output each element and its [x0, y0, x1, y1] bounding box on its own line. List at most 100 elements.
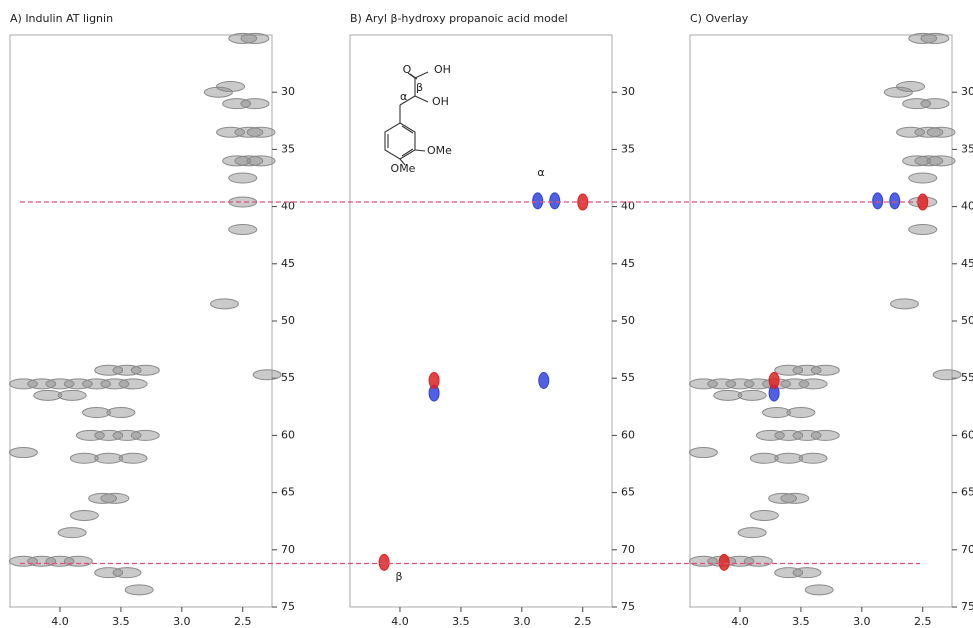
peak: [738, 528, 766, 538]
peak: [210, 299, 238, 309]
y-tick-label: 55: [621, 371, 635, 384]
peak: [909, 224, 937, 234]
peak: [131, 430, 159, 440]
peak: [689, 448, 717, 458]
y-tick-label: 70: [621, 543, 635, 556]
peak: [811, 365, 839, 375]
panel-title: B) Aryl β-hydroxy propanoic acid model: [350, 12, 568, 25]
peak: [793, 568, 821, 578]
y-tick-label: 55: [961, 371, 973, 384]
peak: [897, 127, 925, 137]
peak: [811, 430, 839, 440]
peak: [921, 99, 949, 109]
y-tick-label: 35: [621, 142, 635, 155]
y-tick-label: 70: [281, 543, 295, 556]
x-tick-label: 2.5: [914, 615, 932, 628]
peak: [217, 81, 245, 91]
x-tick-label: 3.5: [112, 615, 130, 628]
peak: [379, 554, 389, 570]
y-tick-label: 50: [621, 314, 635, 327]
peak: [241, 99, 269, 109]
peak: [787, 408, 815, 418]
x-tick-label: 3.0: [853, 615, 871, 628]
peak: [890, 299, 918, 309]
y-tick-label: 35: [281, 142, 295, 155]
structure-label: O: [403, 63, 412, 76]
peak: [890, 193, 900, 209]
panel-title: C) Overlay: [690, 12, 749, 25]
y-tick-label: 30: [961, 85, 973, 98]
figure: A) Indulin AT lignin 30 35 40 45 50 55 60 65 70 75…: [0, 0, 973, 628]
y-tick-label: 30: [281, 85, 295, 98]
y-tick-label: 50: [281, 314, 295, 327]
x-tick-label: 3.0: [173, 615, 191, 628]
peak: [229, 224, 257, 234]
ring: [385, 123, 415, 159]
peak: [101, 493, 129, 503]
peak: [58, 528, 86, 538]
peak: [714, 390, 742, 400]
y-tick-label: 65: [961, 486, 973, 499]
y-tick-label: 65: [281, 486, 295, 499]
peak: [750, 453, 778, 463]
peak: [738, 390, 766, 400]
peak: [769, 372, 779, 388]
peak: [539, 372, 549, 388]
x-tick-label: 4.0: [51, 615, 69, 628]
peak: [34, 390, 62, 400]
x-tick-label: 3.5: [792, 615, 810, 628]
peak: [744, 556, 772, 566]
peak: [550, 193, 560, 209]
bond: [415, 150, 425, 151]
y-tick-label: 45: [621, 257, 635, 270]
y-tick-label: 60: [281, 428, 295, 441]
peak: [107, 408, 135, 418]
peak-annotation: α: [537, 166, 544, 179]
peak: [799, 453, 827, 463]
y-tick-label: 70: [961, 543, 973, 556]
y-tick-label: 35: [961, 142, 973, 155]
x-tick-label: 4.0: [391, 615, 409, 628]
plot-frame: [690, 35, 952, 607]
y-tick-label: 60: [621, 428, 635, 441]
peak: [533, 193, 543, 209]
y-tick-label: 50: [961, 314, 973, 327]
peak: [131, 365, 159, 375]
peak: [125, 585, 153, 595]
y-tick-label: 45: [281, 257, 295, 270]
peak: [119, 379, 147, 389]
y-tick-label: 75: [281, 600, 295, 613]
y-tick-label: 45: [961, 257, 973, 270]
x-tick-label: 2.5: [574, 615, 592, 628]
y-tick-label: 30: [621, 85, 635, 98]
peak: [927, 156, 955, 166]
peak: [873, 193, 883, 209]
peak: [247, 156, 275, 166]
peak: [253, 370, 281, 380]
peak: [909, 173, 937, 183]
peak: [921, 33, 949, 43]
x-tick-label: 4.0: [731, 615, 749, 628]
peak: [95, 453, 123, 463]
peak: [927, 127, 955, 137]
peak: [58, 390, 86, 400]
peak: [9, 448, 37, 458]
y-tick-label: 65: [621, 486, 635, 499]
peak: [83, 408, 111, 418]
y-tick-label: 60: [961, 428, 973, 441]
y-tick-label: 40: [961, 200, 973, 213]
peak: [429, 372, 439, 388]
peak: [719, 554, 729, 570]
structure-label: OMe: [427, 144, 452, 157]
peak: [750, 510, 778, 520]
peak: [933, 370, 961, 380]
peak: [119, 453, 147, 463]
bond: [415, 96, 428, 102]
structure-label: OH: [432, 95, 449, 108]
y-tick-label: 75: [621, 600, 635, 613]
y-tick-label: 75: [961, 600, 973, 613]
panel-title: A) Indulin AT lignin: [10, 12, 113, 25]
peak: [70, 510, 98, 520]
x-tick-label: 2.5: [234, 615, 252, 628]
peak: [241, 33, 269, 43]
